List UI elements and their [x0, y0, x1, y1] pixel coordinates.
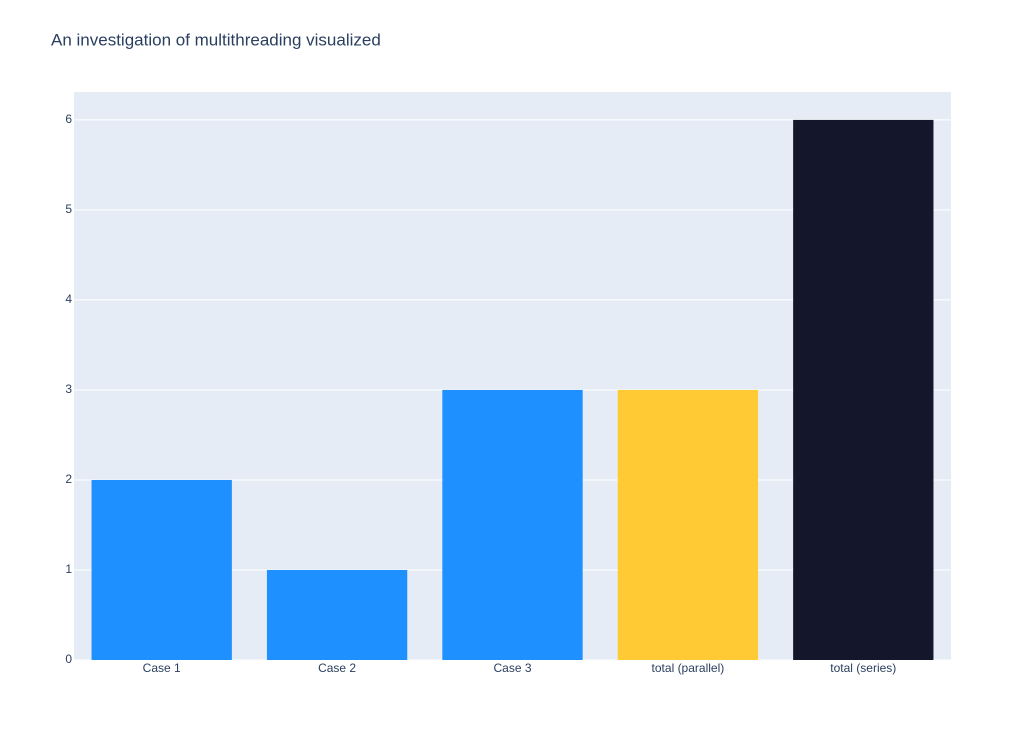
bar	[266, 569, 408, 660]
y-tick-label: 4	[65, 292, 72, 306]
y-tick-label: 6	[65, 112, 72, 126]
y-tick-label: 1	[65, 562, 72, 576]
bar	[442, 389, 583, 660]
chart-title: An investigation of multithreading visua…	[51, 30, 381, 49]
x-tick-label: total (parallel)	[652, 661, 725, 675]
bar	[793, 119, 934, 661]
y-tick-label: 2	[65, 472, 72, 486]
y-tick-label: 0	[65, 652, 72, 666]
y-tick-label: 3	[65, 382, 72, 396]
x-tick-label: Case 3	[493, 661, 531, 675]
x-tick-label: Case 2	[318, 661, 356, 675]
y-tick-label: 5	[65, 202, 72, 216]
x-tick-label: Case 1	[143, 661, 181, 675]
x-tick-label: total (series)	[830, 661, 896, 675]
bar	[617, 389, 759, 660]
bar	[91, 479, 232, 660]
